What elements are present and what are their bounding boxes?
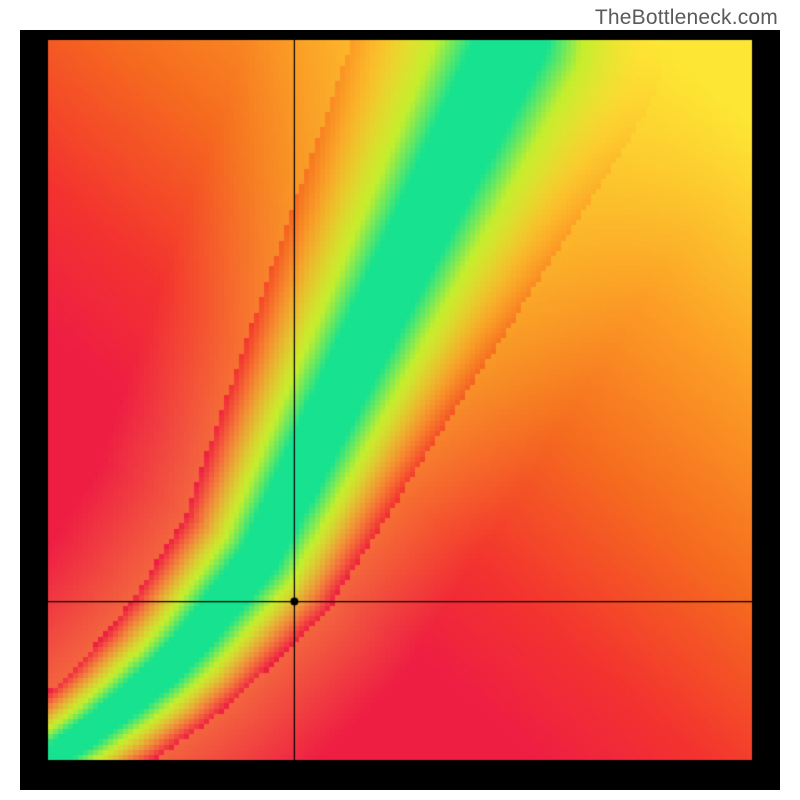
watermark-text: TheBottleneck.com	[595, 6, 778, 30]
bottleneck-heatmap-chart	[20, 30, 780, 790]
